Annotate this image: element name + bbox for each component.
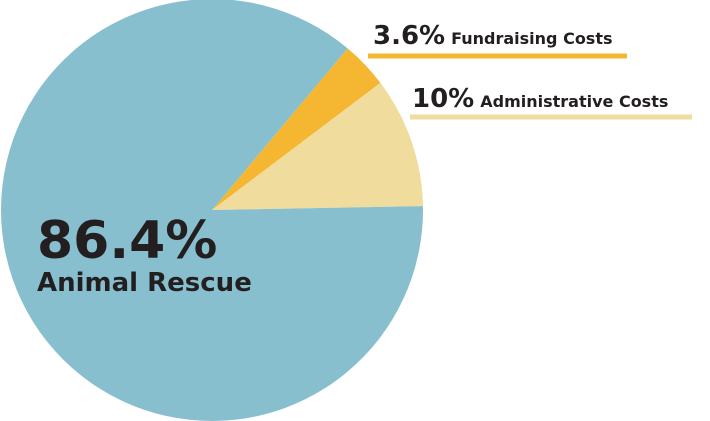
pie-slice (212, 48, 381, 210)
slice-label: 10% Administrative Costs (412, 84, 668, 114)
category-label: Administrative Costs (480, 92, 668, 111)
slice-label: 3.6% Fundraising Costs (373, 21, 613, 51)
pie-slice (1, 0, 423, 421)
category-label: Animal Rescue (37, 268, 252, 298)
pie-slice (212, 82, 423, 210)
category-label: Fundraising Costs (451, 29, 612, 48)
value-label: 10% (412, 84, 474, 114)
value-label: 3.6% (373, 21, 445, 51)
value-label: 86.4% (37, 211, 217, 271)
